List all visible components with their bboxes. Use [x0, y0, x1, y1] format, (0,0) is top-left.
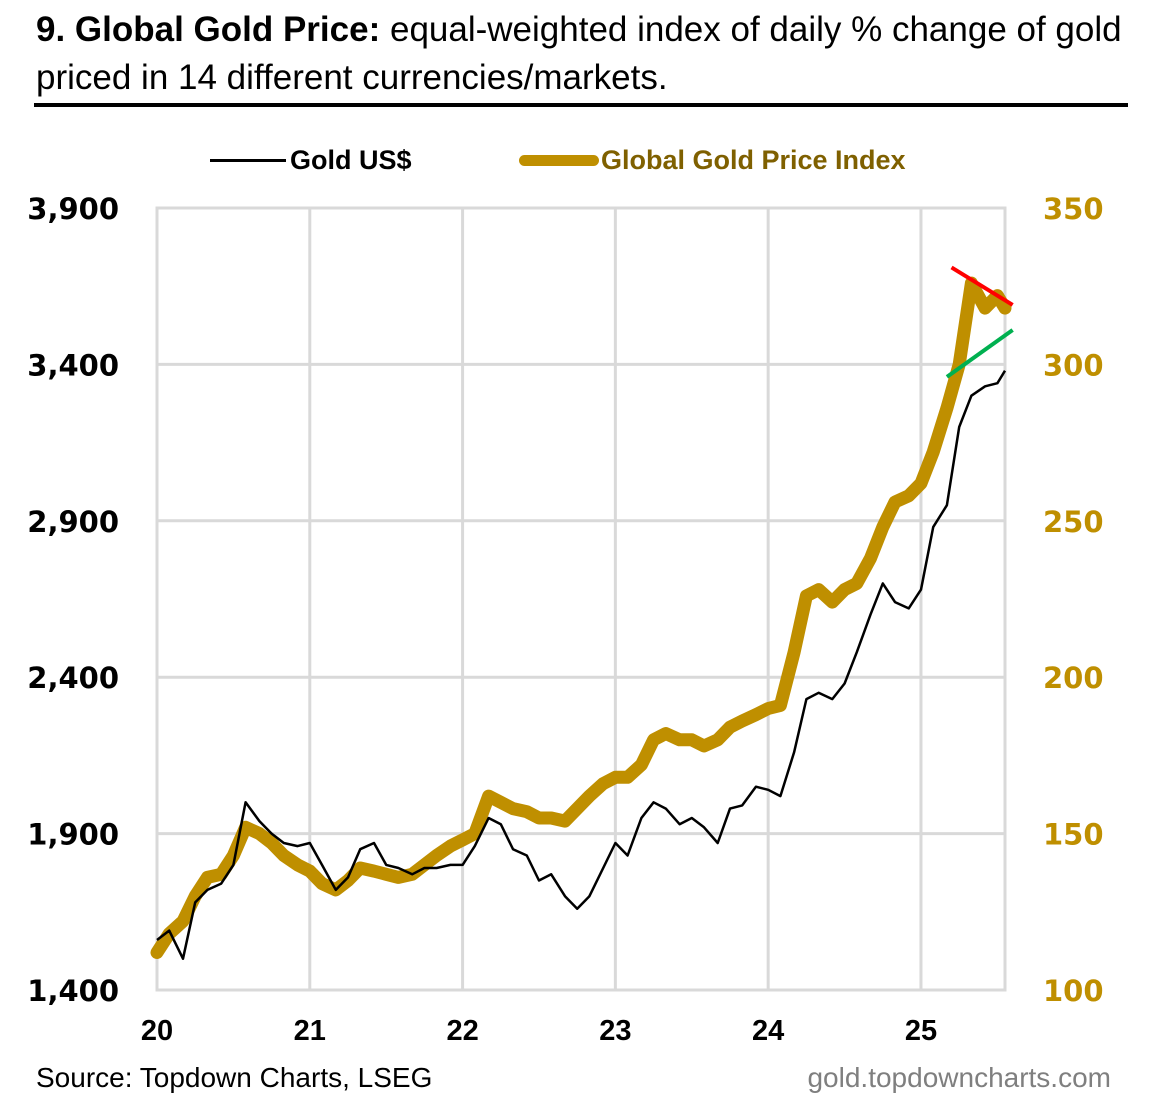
y-right-tick-label: 200 [1043, 661, 1104, 695]
chart-title: 9. Global Gold Price: equal-weighted ind… [36, 6, 1126, 102]
gridlines [155, 206, 1007, 992]
x-tick-label: 22 [446, 1015, 478, 1047]
title-divider [34, 103, 1128, 107]
red-trendline [950, 265, 1014, 307]
chart-title-bold: 9. Global Gold Price: [36, 10, 381, 49]
y-right-tick-label: 250 [1043, 505, 1104, 539]
legend-label-global-gold-index: Global Gold Price Index [601, 144, 906, 175]
y-right-tick-label: 300 [1043, 348, 1104, 382]
y-left-tick-label: 3,400 [27, 348, 119, 382]
x-tick-label: 24 [752, 1015, 784, 1047]
legend-label-gold-usd: Gold US$ [290, 144, 412, 175]
y-axis-right: 350 300 250 200 150 100 [1043, 192, 1104, 1008]
legend-swatch-gold-usd [210, 158, 286, 162]
y-right-tick-label: 150 [1043, 818, 1104, 852]
series-line-gold-usd [156, 370, 1007, 960]
x-tick-label: 21 [294, 1015, 326, 1047]
x-tick-label: 20 [141, 1015, 173, 1047]
source-note: Source: Topdown Charts, LSEG [36, 1062, 433, 1093]
legend-item-gold-usd: Gold US$ [210, 142, 412, 178]
x-axis: 20 21 22 23 24 25 [141, 1015, 937, 1047]
y-right-tick-label: 100 [1043, 974, 1104, 1008]
y-left-tick-label: 3,900 [27, 192, 119, 226]
series-lines [150, 276, 1012, 960]
y-left-tick-label: 1,900 [27, 818, 119, 852]
series-line-global-gold-price-index [150, 276, 1012, 959]
chart-title-rest: equal-weighted index of daily % change o… [36, 10, 1122, 97]
annotations [945, 265, 1014, 379]
website-link[interactable]: gold.topdowncharts.com [807, 1062, 1111, 1093]
legend-swatch-global-gold-index [519, 154, 599, 166]
x-tick-label: 25 [905, 1015, 937, 1047]
y-left-tick-label: 2,400 [27, 661, 119, 695]
x-tick-label: 23 [599, 1015, 631, 1047]
legend-item-global-gold-index: Global Gold Price Index [519, 142, 906, 178]
y-left-tick-label: 1,400 [27, 974, 119, 1008]
y-left-tick-label: 2,900 [27, 505, 119, 539]
green-trendline [945, 328, 1014, 379]
y-axis-left: 3,900 3,400 2,900 2,400 1,900 1,400 [27, 192, 119, 1008]
y-right-tick-label: 350 [1043, 192, 1104, 226]
